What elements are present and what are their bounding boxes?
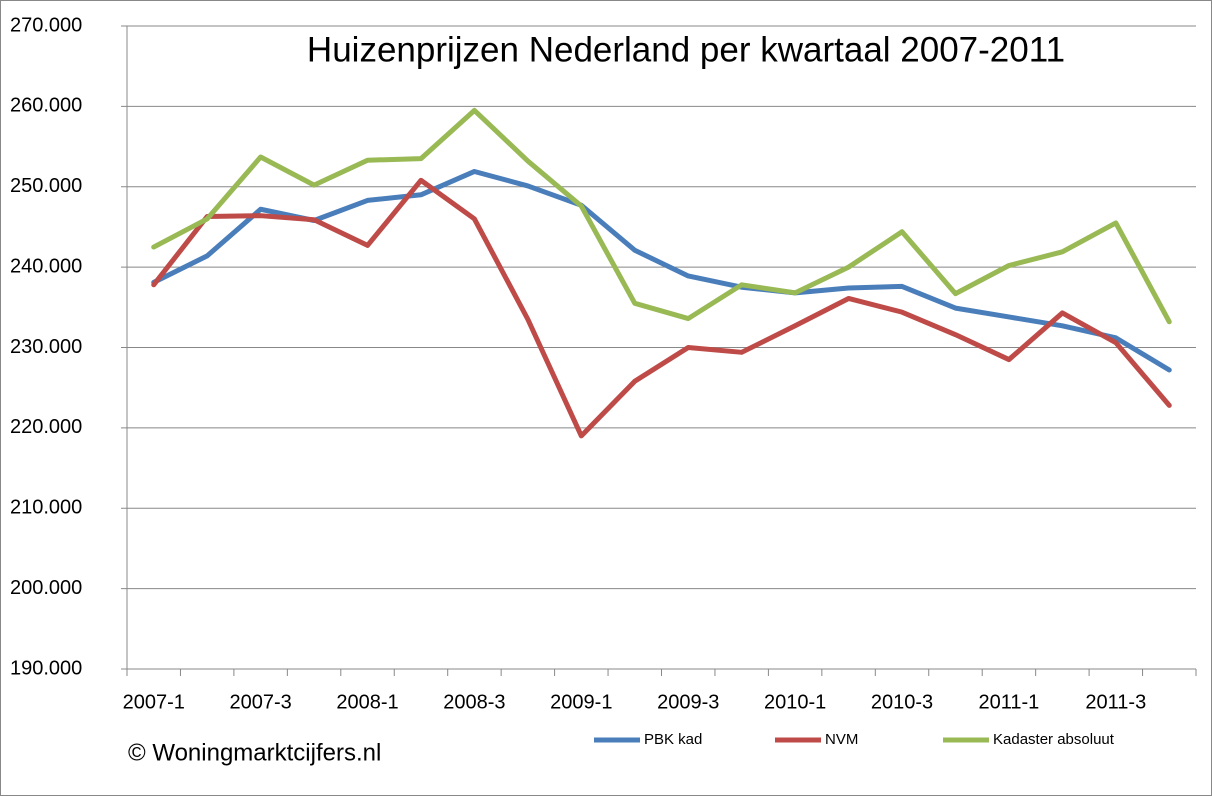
series-line [151,177,1172,439]
series-line [151,107,1172,325]
y-tick-label: 260.000 [10,95,82,117]
x-tick-label: 2009-3 [657,691,719,713]
legend-label: Kadaster absoluut [993,731,1115,748]
y-tick-label: 250.000 [10,175,82,197]
y-tick-label: 230.000 [10,336,82,358]
legend-label: NVM [825,731,858,748]
annotation: © Woningmarktcijfers.nl [128,739,381,766]
x-tick-label: 2007-3 [229,691,291,713]
x-tick-label: 2009-1 [550,691,612,713]
y-tick-label: 240.000 [10,255,82,277]
series-line [151,168,1172,373]
chart-title: Huizenprijzen Nederland per kwartaal 200… [307,30,1065,69]
y-tick-label: 190.000 [10,657,82,679]
x-tick-label: 2008-1 [336,691,398,713]
x-tick-label: 2010-1 [764,691,826,713]
y-tick-label: 270.000 [10,14,82,36]
legend-label: PBK kad [644,731,702,748]
y-tick-label: 210.000 [10,497,82,519]
x-tick-label: 2010-3 [871,691,933,713]
y-tick-label: 220.000 [10,416,82,438]
x-tick-label: 2008-3 [443,691,505,713]
x-tick-label: 2011-1 [979,691,1040,713]
x-tick-label: 2007-1 [123,691,185,713]
x-tick-label: 2011-3 [1085,691,1146,713]
y-tick-label: 200.000 [10,577,82,599]
